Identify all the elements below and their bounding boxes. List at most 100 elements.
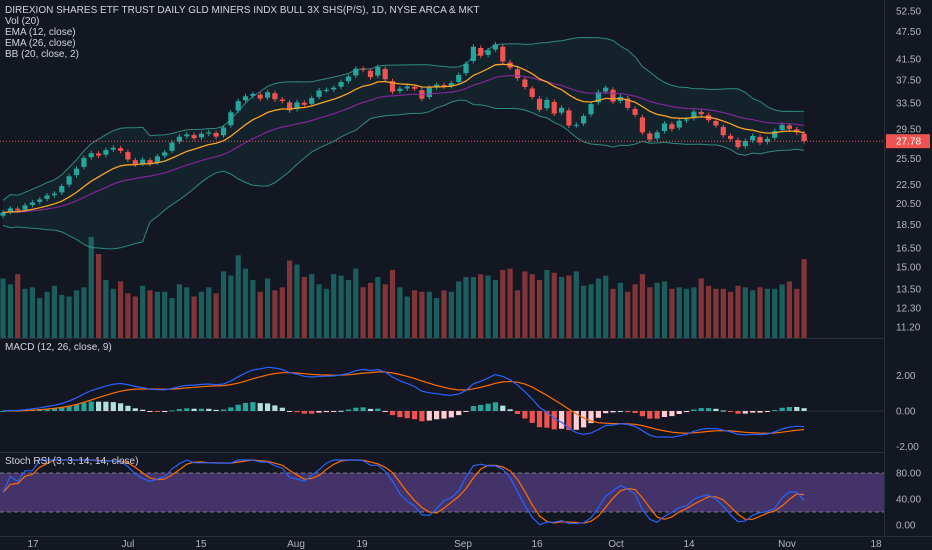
volume-bar: [96, 254, 102, 338]
macd-histogram-bar: [0, 411, 6, 412]
volume-bars: [0, 236, 807, 338]
price-axis-label: 12.30: [896, 303, 921, 314]
candle-body: [96, 153, 102, 156]
macd-histogram-bar: [331, 411, 337, 412]
bb-fill: [3, 37, 805, 249]
candle-body: [610, 89, 616, 102]
candle-body: [661, 123, 668, 131]
volume-bar: [147, 290, 153, 338]
volume-bar: [639, 274, 645, 338]
macd-histogram-bar: [294, 411, 300, 413]
volume-bar: [88, 236, 94, 338]
candle-body: [323, 89, 329, 91]
macd-histogram-bar: [551, 411, 557, 430]
candle-body: [73, 168, 80, 176]
macd-histogram-bar: [353, 407, 359, 411]
candle-body: [647, 133, 653, 140]
candle-body: [66, 176, 72, 185]
grid-lines: [0, 0, 932, 537]
candle-body: [110, 147, 116, 150]
candle-body: [478, 48, 484, 56]
candle-body: [7, 208, 13, 212]
macd-histogram-bar: [323, 411, 329, 413]
candle-body: [154, 156, 160, 163]
price-axis-label: 41.50: [896, 55, 921, 66]
candle-body: [257, 94, 263, 99]
legend-ema26[interactable]: EMA (26, close): [5, 38, 76, 49]
legend-ema12[interactable]: EMA (12, close): [5, 27, 76, 38]
macd-histogram-bar: [198, 408, 204, 411]
macd-histogram-bar: [654, 411, 660, 419]
macd-histogram-bar: [470, 406, 476, 411]
axes: 52.50 47.50 41.50 37.50 33.50 29.50 25.50 22.50…: [27, 7, 930, 550]
macd-histogram-bar: [73, 404, 80, 411]
volume-bar: [661, 281, 668, 338]
time-axis-label: 18: [870, 539, 882, 550]
volume-bar: [250, 279, 256, 338]
volume-bar: [367, 282, 374, 338]
macd-histogram-bar: [522, 411, 528, 419]
volume-bar: [154, 291, 160, 338]
volume-bar: [536, 279, 543, 338]
macd-histogram-bar: [779, 407, 785, 411]
volume-bar: [360, 287, 366, 338]
macd-histogram-bar: [287, 411, 293, 412]
volume-bar: [73, 290, 80, 338]
candle-body: [125, 152, 131, 160]
volume-bar: [485, 275, 491, 338]
volume-bar: [581, 285, 587, 338]
volume-bar: [573, 271, 579, 338]
volume-bar: [559, 277, 565, 338]
volume-bar: [110, 288, 116, 338]
candle-body: [625, 98, 631, 108]
legend-vol[interactable]: Vol (20): [5, 16, 40, 27]
volume-bar: [331, 274, 337, 338]
macd-signal-line: [2, 371, 805, 434]
stoch-legend[interactable]: Stoch RSI (3, 3, 14, 14, close): [5, 456, 138, 467]
volume-bar: [81, 287, 87, 338]
volume-bar: [492, 279, 498, 338]
volume-bar: [162, 291, 168, 338]
macd-histogram-bar: [250, 402, 256, 411]
candle-body: [103, 150, 109, 155]
macd-histogram-bar: [536, 411, 543, 428]
volume-bar: [242, 268, 249, 338]
volume-bar: [698, 278, 704, 338]
volume-bar: [426, 291, 432, 338]
candle-body: [441, 85, 447, 87]
candle-body: [544, 99, 550, 109]
candle-body: [301, 102, 307, 105]
macd-histogram-bar: [500, 405, 506, 411]
candle-body: [242, 96, 249, 101]
candle-body: [779, 124, 785, 131]
volume-bar: [169, 298, 175, 338]
bb-upper-line: [2, 36, 805, 201]
stoch-rsi-pane: [0, 459, 884, 526]
candle-body: [51, 193, 57, 196]
volume-bar: [412, 290, 418, 338]
macd-histogram-bar: [367, 408, 374, 411]
macd-histogram-bar: [794, 407, 800, 411]
volume-bar: [720, 288, 726, 338]
macd-histogram-bar: [448, 411, 454, 418]
macd-histogram-bar: [265, 403, 271, 411]
time-axis-label: 16: [531, 539, 543, 550]
volume-bar: [309, 274, 315, 338]
macd-histogram-bar: [706, 408, 712, 411]
volume-bar: [786, 281, 792, 338]
candle-body: [338, 82, 344, 87]
legend-bb[interactable]: BB (20, close, 2): [5, 49, 79, 60]
candle-body: [59, 186, 65, 193]
macd-legend[interactable]: MACD (12, 26, close, 9): [5, 342, 112, 353]
macd-histogram-bar: [382, 411, 388, 412]
candle-body: [522, 79, 528, 87]
candle-body: [176, 136, 182, 142]
macd-pane: [0, 366, 884, 438]
volume-bar: [176, 284, 182, 338]
macd-histogram-bar: [581, 411, 587, 428]
macd-histogram-bar: [559, 411, 565, 429]
macd-histogram-bar: [617, 411, 623, 412]
volume-bar: [448, 291, 454, 338]
volume-bar: [29, 287, 35, 338]
candle-body: [81, 157, 87, 167]
